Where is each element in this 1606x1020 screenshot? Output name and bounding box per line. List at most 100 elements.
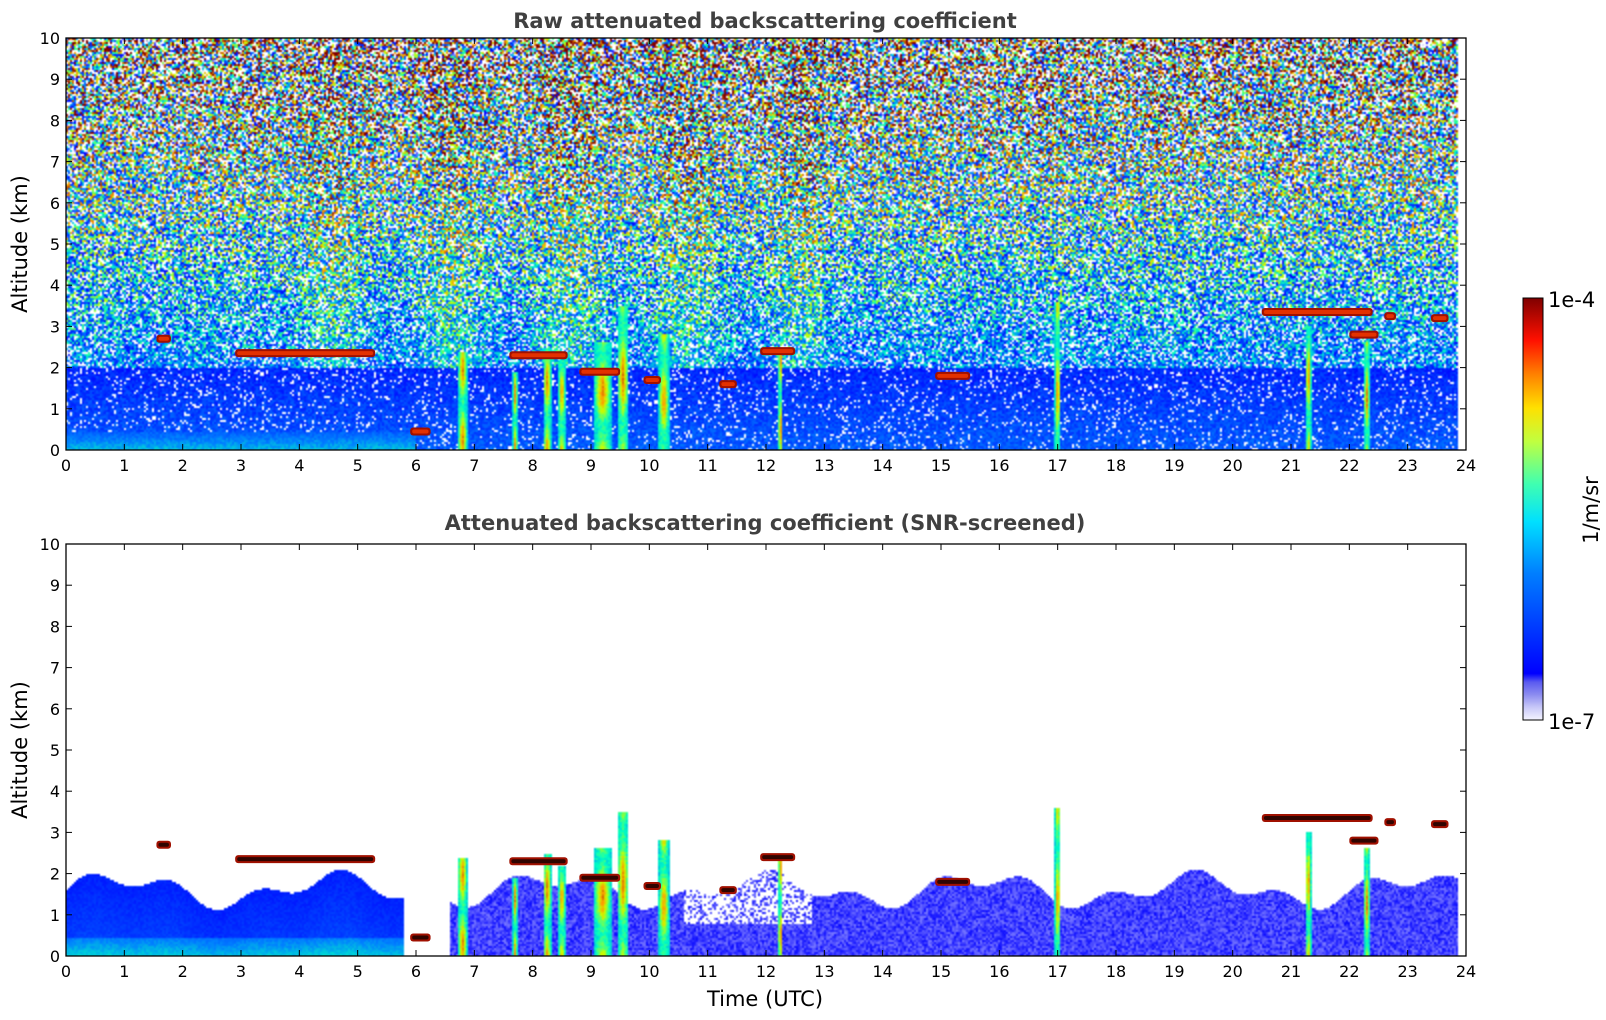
panel-raw-y-ticks: 0 1 2 3 4 5 6 7 8 9 10 xyxy=(40,29,1466,460)
cloud-layer-core xyxy=(645,377,659,382)
x-tick-label: 18 xyxy=(1106,962,1126,981)
y-tick-label: 0 xyxy=(50,947,60,966)
x-tick-label: 9 xyxy=(586,962,596,981)
heatmap-background xyxy=(66,38,1466,450)
panel-raw-title: Raw attenuated backscattering coefficien… xyxy=(513,9,1017,33)
cloud-layer-core xyxy=(645,883,659,888)
panel-screened: Attenuated backscattering coefficient (S… xyxy=(8,511,1476,1011)
y-tick-label: 1 xyxy=(50,906,60,925)
x-tick-label: 10 xyxy=(639,456,659,475)
cloud-layer-core xyxy=(1433,822,1447,827)
cloud-layer-core xyxy=(1433,316,1447,321)
cloud-layer-core xyxy=(721,382,735,387)
cloud-layer-core xyxy=(1263,309,1371,314)
y-tick-label: 8 xyxy=(50,111,60,130)
x-tick-label: 19 xyxy=(1164,456,1184,475)
colorbar-max-label: 1e-4 xyxy=(1548,288,1595,312)
panel-screened-title: Attenuated backscattering coefficient (S… xyxy=(445,511,1086,535)
cloud-layer-core xyxy=(1351,838,1377,843)
panel-screened-heatmap xyxy=(66,544,1466,956)
x-tick-label: 6 xyxy=(411,962,421,981)
cloud-layer-core xyxy=(237,857,374,862)
x-tick-label: 14 xyxy=(872,962,892,981)
x-tick-label: 2 xyxy=(178,456,188,475)
cloud-layer-core xyxy=(721,888,735,893)
y-tick-label: 0 xyxy=(50,441,60,460)
y-tick-label: 7 xyxy=(50,659,60,678)
y-tick-label: 3 xyxy=(50,823,60,842)
cloud-layer-core xyxy=(511,353,566,358)
x-tick-label: 21 xyxy=(1281,456,1301,475)
x-tick-label: 23 xyxy=(1397,962,1417,981)
x-tick-label: 9 xyxy=(586,456,596,475)
x-tick-label: 17 xyxy=(1047,962,1067,981)
x-tick-label: 7 xyxy=(469,962,479,981)
x-tick-label: 16 xyxy=(989,962,1009,981)
cloud-layer-core xyxy=(1263,815,1371,820)
y-tick-label: 7 xyxy=(50,153,60,172)
x-tick-label: 12 xyxy=(756,962,776,981)
x-tick-label: 24 xyxy=(1456,456,1476,475)
y-tick-label: 9 xyxy=(50,576,60,595)
cloud-layer-core xyxy=(158,842,169,847)
x-tick-label: 21 xyxy=(1281,962,1301,981)
heatmap-background xyxy=(66,544,1466,956)
colorbar-gradient xyxy=(1522,297,1544,721)
x-tick-label: 20 xyxy=(1222,962,1242,981)
y-tick-label: 2 xyxy=(50,359,60,378)
x-tick-label: 2 xyxy=(178,962,188,981)
y-tick-label: 2 xyxy=(50,865,60,884)
x-tick-label: 5 xyxy=(353,456,363,475)
cloud-layer-core xyxy=(511,859,566,864)
x-tick-label: 5 xyxy=(353,962,363,981)
x-tick-label: 0 xyxy=(61,962,71,981)
x-tick-label: 8 xyxy=(528,962,538,981)
x-tick-label: 16 xyxy=(989,456,1009,475)
x-tick-label: 4 xyxy=(294,962,304,981)
x-tick-label: 7 xyxy=(469,456,479,475)
panel-screened-x-label: Time (UTC) xyxy=(706,987,823,1011)
x-tick-label: 22 xyxy=(1339,456,1359,475)
panel-screened-x-ticks: 0 1 2 3 4 5 6 7 8 9 10 11 12 13 14 15 16 17 18 19 20 21 22 23 24 xyxy=(61,544,1476,981)
x-tick-label: 3 xyxy=(236,962,246,981)
y-tick-label: 4 xyxy=(50,276,60,295)
x-tick-label: 0 xyxy=(61,456,71,475)
x-tick-label: 15 xyxy=(931,456,951,475)
x-tick-label: 1 xyxy=(119,456,129,475)
cloud-layer-core xyxy=(412,429,429,434)
x-tick-label: 11 xyxy=(697,456,717,475)
x-tick-label: 12 xyxy=(756,456,776,475)
cloud-layer-core xyxy=(762,855,794,860)
x-tick-label: 22 xyxy=(1339,962,1359,981)
panel-raw-y-label: Altitude (km) xyxy=(8,175,32,313)
x-tick-label: 13 xyxy=(814,456,834,475)
panel-raw: Raw attenuated backscattering coefficien… xyxy=(8,9,1476,475)
cloud-layer-core xyxy=(1386,820,1394,825)
y-tick-label: 5 xyxy=(50,235,60,254)
panel-raw-heatmap xyxy=(66,38,1466,450)
x-tick-label: 20 xyxy=(1222,456,1242,475)
y-tick-label: 6 xyxy=(50,194,60,213)
x-tick-label: 19 xyxy=(1164,962,1184,981)
panel-raw-x-ticks: 0 1 2 3 4 5 6 7 8 9 10 11 12 13 14 15 16 17 18 19 20 21 22 23 24 xyxy=(61,38,1476,475)
colorbar: 1e-4 1e-7 1/m/sr xyxy=(1522,288,1603,734)
y-tick-label: 10 xyxy=(40,535,60,554)
x-tick-label: 13 xyxy=(814,962,834,981)
cloud-layer-core xyxy=(1386,314,1394,319)
x-tick-label: 15 xyxy=(931,962,951,981)
cloud-layer-core xyxy=(937,879,969,884)
y-tick-label: 3 xyxy=(50,317,60,336)
cloud-layer-core xyxy=(237,351,374,356)
cloud-layer-core xyxy=(581,875,619,880)
cloud-layer-core xyxy=(158,336,169,341)
colorbar-unit-label: 1/m/sr xyxy=(1579,476,1603,544)
y-tick-label: 9 xyxy=(50,70,60,89)
y-tick-label: 6 xyxy=(50,700,60,719)
y-tick-label: 10 xyxy=(40,29,60,48)
y-tick-label: 8 xyxy=(50,617,60,636)
panel-screened-y-label: Altitude (km) xyxy=(8,681,32,819)
panel-screened-y-ticks: 0 1 2 3 4 5 6 7 8 9 10 xyxy=(40,535,1466,966)
colorbar-min-label: 1e-7 xyxy=(1548,710,1595,734)
x-tick-label: 24 xyxy=(1456,962,1476,981)
